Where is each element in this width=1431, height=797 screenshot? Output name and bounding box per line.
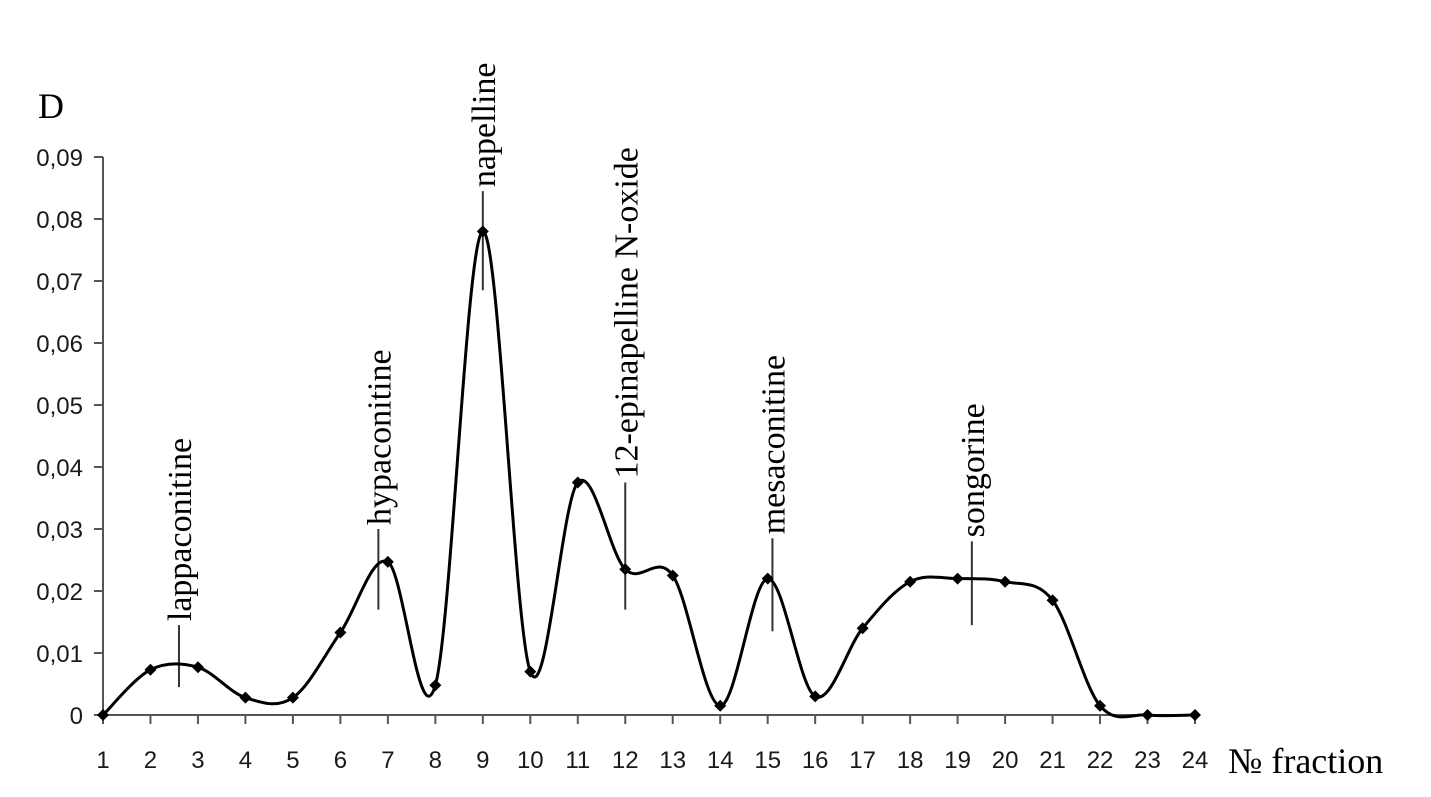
y-tick-label: 0,09	[36, 145, 83, 172]
x-tick-label: 23	[1134, 747, 1161, 774]
x-tick-label: 19	[944, 747, 971, 774]
annotation-label: napelline	[466, 62, 503, 187]
x-tick-label: 5	[286, 747, 299, 774]
y-ticks: 0 0,01 0,02 0,03 0,04 0,05 0,06 0,07 0,08 0,09	[36, 145, 103, 730]
y-tick-label: 0,07	[36, 269, 83, 296]
data-point	[429, 679, 442, 692]
x-tick-label: 10	[517, 747, 544, 774]
y-tick-label: 0,08	[36, 207, 83, 234]
x-axis-title: № fraction	[1228, 741, 1383, 781]
x-tick-label: 3	[191, 747, 204, 774]
data-point	[524, 665, 537, 678]
data-point	[856, 622, 869, 635]
series-layer	[97, 225, 1201, 721]
data-point	[381, 555, 394, 568]
annotation-label: lappaconitine	[162, 438, 199, 621]
x-tick-label: 8	[429, 747, 442, 774]
peak-annotations: lappaconitine hypaconitine napelline 12-epi…	[162, 62, 992, 688]
x-tick-label: 17	[849, 747, 876, 774]
data-point	[1189, 709, 1201, 721]
y-tick-label: 0,05	[36, 393, 83, 420]
data-point	[666, 569, 679, 582]
data-point	[286, 691, 299, 704]
annotation-label: mesaconitine	[755, 355, 792, 534]
data-point	[809, 690, 822, 703]
data-point	[1094, 699, 1107, 712]
data-point	[191, 661, 204, 674]
x-tick-label: 9	[476, 747, 489, 774]
x-tick-label: 7	[381, 747, 394, 774]
data-point	[714, 699, 727, 712]
data-point	[1046, 594, 1059, 607]
data-point	[904, 575, 917, 588]
x-ticks: 1 2 3 4 5 6 7 8 9 10 11 12 13 14 15 16 17 18 19 20 21 22 23 24	[96, 715, 1208, 774]
x-tick-label: 12	[612, 747, 639, 774]
x-tick-label: 14	[707, 747, 734, 774]
data-point	[999, 575, 1012, 588]
y-axis-title: D	[38, 86, 64, 126]
x-tick-label: 11	[565, 747, 590, 774]
x-tick-label: 22	[1087, 747, 1114, 774]
x-tick-label: 21	[1039, 747, 1066, 774]
x-tick-label: 4	[239, 747, 252, 774]
y-tick-label: 0,06	[36, 331, 83, 358]
x-tick-label: 18	[897, 747, 924, 774]
x-tick-label: 20	[992, 747, 1019, 774]
y-tick-label: 0,02	[36, 579, 83, 606]
data-point	[239, 691, 252, 704]
data-point	[1141, 709, 1154, 721]
x-tick-label: 6	[334, 747, 347, 774]
data-point	[951, 572, 964, 585]
data-point	[334, 626, 347, 639]
x-tick-label: 2	[144, 747, 157, 774]
x-tick-label: 15	[754, 747, 781, 774]
y-tick-label: 0,01	[36, 641, 83, 668]
annotation-label: hypaconitine	[361, 349, 398, 525]
annotation-label: 12-epinapelline N-oxide	[608, 147, 645, 478]
axes	[102, 157, 1195, 716]
data-point	[571, 476, 584, 489]
data-point	[619, 563, 632, 576]
x-tick-label: 13	[659, 747, 686, 774]
data-point	[97, 709, 109, 721]
annotation-label: songorine	[955, 403, 992, 537]
y-tick-label: 0,03	[36, 517, 83, 544]
x-tick-label: 24	[1182, 747, 1209, 774]
y-tick-label: 0	[70, 703, 83, 730]
data-point	[761, 572, 774, 585]
series-line	[101, 229, 1196, 719]
data-point	[144, 663, 157, 676]
data-point	[476, 225, 489, 238]
x-tick-label: 16	[802, 747, 829, 774]
y-tick-label: 0,04	[36, 455, 83, 482]
x-tick-label: 1	[96, 747, 109, 774]
